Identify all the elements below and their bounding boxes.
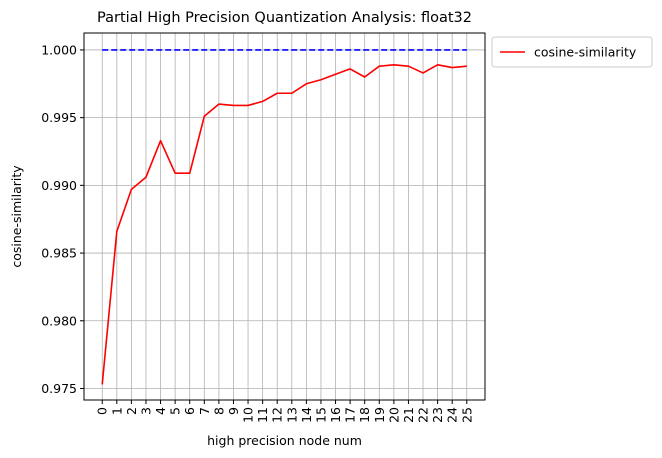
- x-tick-label: 19: [372, 407, 387, 423]
- plot-frame: [83, 32, 486, 401]
- grid-lines: [84, 33, 485, 400]
- x-tick-label: 2: [124, 407, 139, 415]
- y-tick-label: 0.975: [41, 381, 77, 396]
- legend-label-cosine-similarity: cosine-similarity: [534, 45, 637, 60]
- x-tick-label: 23: [430, 407, 445, 423]
- x-tick-label: 18: [357, 407, 372, 423]
- x-tick-label: 14: [299, 407, 314, 423]
- y-tick-label: 0.990: [41, 178, 77, 193]
- x-tick-label: 24: [445, 407, 460, 423]
- y-tick-label: 0.980: [41, 313, 77, 328]
- x-tick-label: 4: [153, 407, 168, 415]
- y-axis-ticks: 0.975 0.980 0.985 0.990 0.995 1.000: [41, 42, 84, 396]
- chart-title: Partial High Precision Quantization Anal…: [97, 10, 472, 26]
- x-tick-label: 3: [138, 407, 153, 415]
- y-axis-label: cosine-similarity: [9, 165, 24, 268]
- series-line-cosine-similarity: [101, 64, 467, 385]
- x-tick-label: 5: [168, 407, 183, 415]
- y-tick-label: 1.000: [41, 42, 77, 57]
- x-tick-label: 17: [343, 407, 358, 423]
- x-tick-label: 0: [95, 407, 110, 415]
- legend-box: [491, 36, 653, 68]
- series-lines: [101, 49, 467, 385]
- x-tick-label: 12: [270, 407, 285, 423]
- y-tick-label: 0.995: [41, 110, 77, 125]
- x-axis-ticks: 0 1 2 3 4 5 6 7 8 9 10 11 12 13 14 15 16 17 18 19 20 21 22 23 24…: [95, 400, 474, 423]
- x-tick-label: 22: [416, 407, 431, 423]
- x-tick-label: 6: [182, 407, 197, 415]
- x-tick-label: 16: [328, 407, 343, 423]
- x-tick-label: 9: [226, 407, 241, 415]
- x-tick-label: 8: [211, 407, 226, 415]
- x-tick-label: 10: [241, 407, 256, 423]
- legend: cosine-similarity: [491, 36, 653, 68]
- x-tick-label: 11: [255, 407, 270, 423]
- x-tick-label: 13: [284, 407, 299, 423]
- x-tick-label: 21: [401, 407, 416, 423]
- x-tick-label: 7: [197, 407, 212, 415]
- y-tick-label: 0.985: [41, 246, 77, 261]
- x-tick-label: 1: [109, 407, 124, 415]
- x-tick-label: 15: [313, 407, 328, 423]
- x-axis-label: high precision node num: [207, 433, 362, 448]
- x-tick-label: 20: [386, 407, 401, 423]
- x-tick-label: 25: [459, 407, 474, 423]
